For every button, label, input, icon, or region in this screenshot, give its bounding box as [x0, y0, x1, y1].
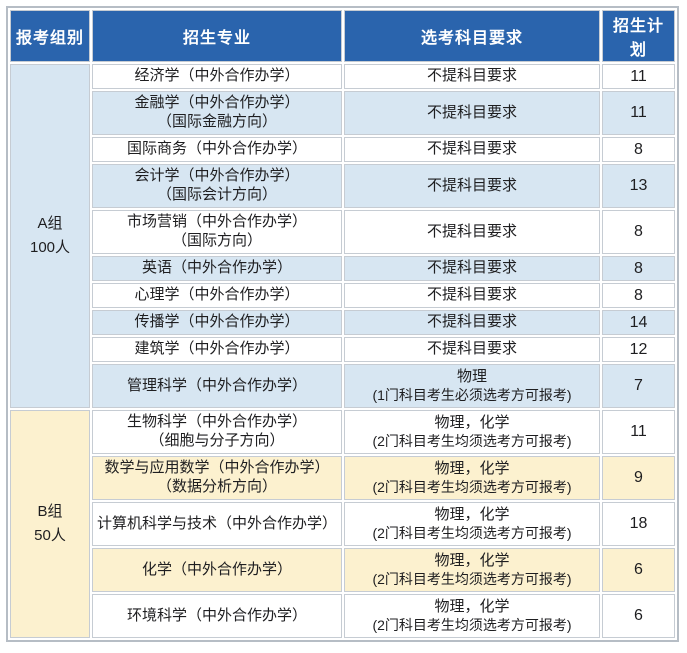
plan-cell: 11 — [602, 64, 675, 89]
table-row: 金融学（中外合作办学） （国际金融方向） 不提科目要求 11 — [10, 91, 675, 135]
plan-cell: 11 — [602, 410, 675, 454]
subjects-cell: 不提科目要求 — [344, 337, 600, 362]
major-cell: 市场营销（中外合作办学） （国际方向） — [92, 210, 342, 254]
plan-cell: 9 — [602, 456, 675, 500]
major-cell: 计算机科学与技术（中外合作办学） — [92, 502, 342, 546]
group-cell-a: A组 100人 — [10, 64, 90, 408]
group-name: A组 — [37, 215, 63, 232]
major-cell: 管理科学（中外合作办学） — [92, 364, 342, 408]
plan-cell: 18 — [602, 502, 675, 546]
table-row: 英语（中外合作办学） 不提科目要求 8 — [10, 256, 675, 281]
major-cell: 数学与应用数学（中外合作办学） （数据分析方向） — [92, 456, 342, 500]
plan-cell: 8 — [602, 137, 675, 162]
major-cell: 化学（中外合作办学） — [92, 548, 342, 592]
table-row: 管理科学（中外合作办学） 物理 (1门科目考生必须选考方可报考) 7 — [10, 364, 675, 408]
admissions-plan-table: 报考组别 招生专业 选考科目要求 招生计划 A组 100人 经济学（中外合作办学… — [8, 8, 677, 640]
subjects-cell: 物理，化学 (2门科目考生均须选考方可报考) — [344, 548, 600, 592]
plan-cell: 12 — [602, 337, 675, 362]
subjects-cell: 物理，化学 (2门科目考生均须选考方可报考) — [344, 456, 600, 500]
major-cell: 经济学（中外合作办学） — [92, 64, 342, 89]
plan-cell: 8 — [602, 256, 675, 281]
subjects-cell: 不提科目要求 — [344, 210, 600, 254]
subjects-cell: 物理，化学 (2门科目考生均须选考方可报考) — [344, 410, 600, 454]
table-row: 环境科学（中外合作办学） 物理，化学 (2门科目考生均须选考方可报考) 6 — [10, 594, 675, 638]
subjects-cell: 不提科目要求 — [344, 164, 600, 208]
table-row: 心理学（中外合作办学） 不提科目要求 8 — [10, 283, 675, 308]
major-cell: 金融学（中外合作办学） （国际金融方向） — [92, 91, 342, 135]
major-cell: 会计学（中外合作办学） （国际会计方向） — [92, 164, 342, 208]
table-row: A组 100人 经济学（中外合作办学） 不提科目要求 11 — [10, 64, 675, 408]
major-cell: 英语（中外合作办学） — [92, 256, 342, 281]
subjects-cell: 不提科目要求 — [344, 310, 600, 335]
table-row: 建筑学（中外合作办学） 不提科目要求 12 — [10, 337, 675, 362]
major-cell: 国际商务（中外合作办学） — [92, 137, 342, 162]
subjects-cell: 物理 (1门科目考生必须选考方可报考) — [344, 364, 600, 408]
major-cell: 生物科学（中外合作办学） （细胞与分子方向） — [92, 410, 342, 454]
plan-cell: 11 — [602, 91, 675, 135]
group-cell-b: B组 50人 — [10, 410, 90, 638]
major-cell: 传播学（中外合作办学） — [92, 310, 342, 335]
subjects-cell: 物理，化学 (2门科目考生均须选考方可报考) — [344, 502, 600, 546]
plan-cell: 6 — [602, 548, 675, 592]
plan-cell: 7 — [602, 364, 675, 408]
subjects-cell: 不提科目要求 — [344, 256, 600, 281]
column-header-plan: 招生计划 — [602, 10, 675, 62]
table-row: B组 50人 生物科学（中外合作办学） （细胞与分子方向） 物理，化学 (2门科… — [10, 410, 675, 638]
group-size: 50人 — [34, 527, 66, 544]
plan-cell: 8 — [602, 283, 675, 308]
plan-cell: 14 — [602, 310, 675, 335]
column-header-major: 招生专业 — [92, 10, 342, 62]
major-cell: 心理学（中外合作办学） — [92, 283, 342, 308]
major-cell: 建筑学（中外合作办学） — [92, 337, 342, 362]
group-size: 100人 — [29, 239, 71, 256]
table-row: 传播学（中外合作办学） 不提科目要求 14 — [10, 310, 675, 335]
subjects-cell: 不提科目要求 — [344, 91, 600, 135]
column-header-group: 报考组别 — [10, 10, 90, 62]
subjects-cell: 不提科目要求 — [344, 283, 600, 308]
table-row: 会计学（中外合作办学） （国际会计方向） 不提科目要求 13 — [10, 164, 675, 208]
table-row: 国际商务（中外合作办学） 不提科目要求 8 — [10, 137, 675, 162]
plan-cell: 8 — [602, 210, 675, 254]
plan-cell: 6 — [602, 594, 675, 638]
group-name: B组 — [37, 503, 63, 520]
column-header-subjects: 选考科目要求 — [344, 10, 600, 62]
subjects-cell: 不提科目要求 — [344, 64, 600, 89]
header-row: 报考组别 招生专业 选考科目要求 招生计划 — [10, 10, 675, 62]
table-row: 化学（中外合作办学） 物理，化学 (2门科目考生均须选考方可报考) 6 — [10, 548, 675, 592]
table-row: 计算机科学与技术（中外合作办学） 物理，化学 (2门科目考生均须选考方可报考) … — [10, 502, 675, 546]
table-row: 市场营销（中外合作办学） （国际方向） 不提科目要求 8 — [10, 210, 675, 254]
table-row: 数学与应用数学（中外合作办学） （数据分析方向） 物理，化学 (2门科目考生均须… — [10, 456, 675, 500]
admissions-table-container: 报考组别 招生专业 选考科目要求 招生计划 A组 100人 经济学（中外合作办学… — [6, 6, 679, 642]
subjects-cell: 不提科目要求 — [344, 137, 600, 162]
major-cell: 环境科学（中外合作办学） — [92, 594, 342, 638]
subjects-cell: 物理，化学 (2门科目考生均须选考方可报考) — [344, 594, 600, 638]
plan-cell: 13 — [602, 164, 675, 208]
